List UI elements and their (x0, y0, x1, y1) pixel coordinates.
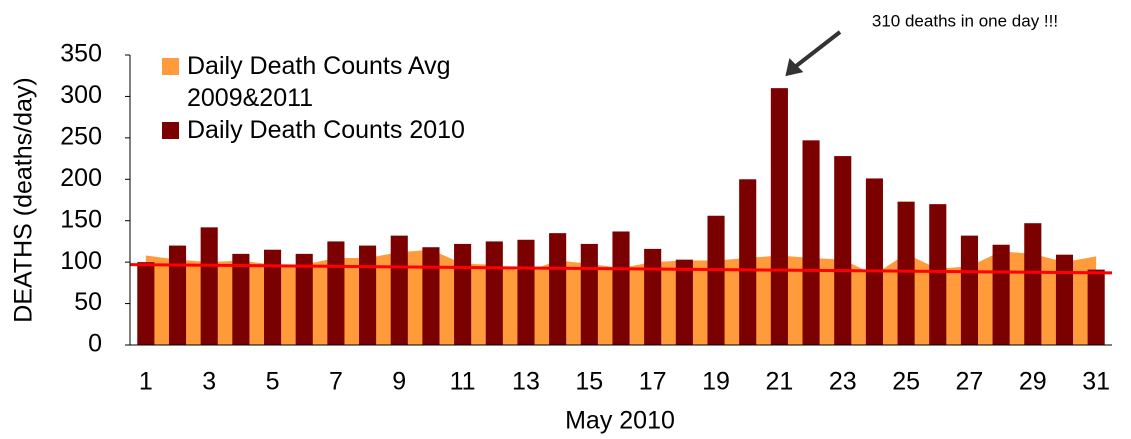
x-tick-label: 19 (702, 368, 730, 396)
bar (834, 156, 852, 345)
y-tick-label: 250 (60, 122, 102, 150)
y-tick-label: 50 (74, 288, 102, 316)
bar (865, 178, 883, 345)
x-tick-label: 17 (639, 368, 667, 396)
bar (929, 204, 947, 345)
bar (1024, 223, 1042, 345)
legend-item: Daily Death Counts Avg 2009&2011 (162, 50, 542, 114)
x-axis-label: May 2010 (565, 407, 675, 435)
bar (422, 247, 440, 345)
y-tick-label: 0 (88, 330, 102, 358)
x-tick-label: 29 (1019, 368, 1047, 396)
bar (580, 243, 598, 345)
x-tick-label: 9 (392, 368, 406, 396)
bar (992, 244, 1010, 345)
x-tick-label: 23 (829, 368, 857, 396)
bar (517, 239, 535, 345)
legend-item: Daily Death Counts 2010 (162, 114, 542, 146)
y-tick-label: 150 (60, 205, 102, 233)
bar (739, 179, 757, 345)
y-tick-label: 300 (60, 81, 102, 109)
legend-label: Daily Death Counts Avg 2009&2011 (187, 52, 451, 112)
trend-line (129, 263, 1113, 275)
bar (1087, 269, 1105, 345)
y-tick-label: 200 (60, 164, 102, 192)
x-tick-label: 21 (765, 368, 793, 396)
x-tick-label: 15 (575, 368, 603, 396)
x-tick-label: 11 (450, 368, 476, 396)
x-tick-label: 13 (512, 368, 540, 396)
bar (1055, 254, 1074, 345)
bar (200, 227, 218, 345)
x-tick-label: 25 (892, 368, 920, 396)
bar (485, 241, 503, 345)
arrow (792, 30, 842, 70)
x-tick-label: 1 (139, 368, 153, 396)
bar (549, 233, 567, 345)
bar (168, 245, 187, 345)
bar (612, 231, 630, 345)
y-axis-label: DEATHS (deaths/day) (10, 77, 38, 322)
bar (232, 253, 250, 345)
bar (675, 259, 693, 345)
bar (263, 249, 282, 345)
legend-swatch (162, 58, 179, 75)
y-tick-label: 100 (60, 247, 102, 275)
bar (770, 88, 788, 346)
bar (707, 215, 725, 345)
bar (327, 241, 345, 345)
legend-swatch (162, 122, 179, 139)
x-tick-label: 5 (266, 368, 280, 396)
bar (802, 140, 820, 345)
bar (390, 235, 408, 345)
bar (359, 245, 377, 345)
y-tick-label: 350 (60, 40, 102, 68)
x-tick-label: 31 (1082, 368, 1110, 396)
legend-label: Daily Death Counts 2010 (187, 116, 465, 144)
x-tick-label: 27 (956, 368, 984, 396)
bar (644, 248, 662, 345)
bar (295, 253, 313, 345)
bar (454, 243, 472, 345)
bar (960, 235, 979, 345)
legend: Daily Death Counts Avg 2009&2011 Daily De… (162, 50, 542, 146)
bar (897, 201, 915, 345)
x-tick-label: 3 (202, 368, 216, 396)
arrow-head (785, 58, 804, 77)
x-tick-label: 7 (329, 368, 343, 396)
bar (137, 262, 155, 345)
annotation: 310 deaths in one day !!! (872, 11, 1058, 30)
